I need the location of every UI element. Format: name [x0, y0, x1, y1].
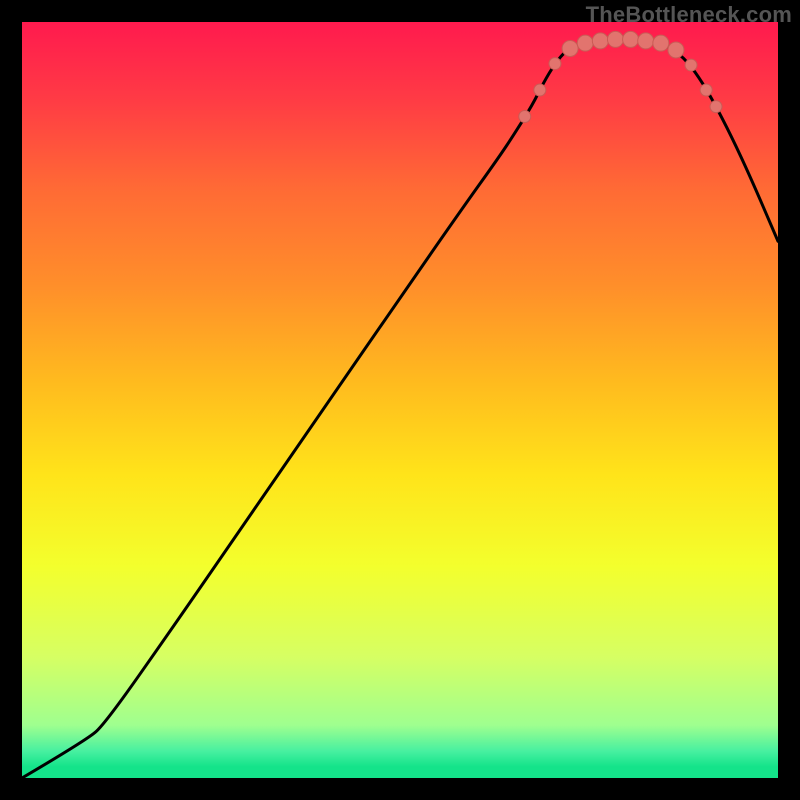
curve-marker — [653, 35, 669, 51]
curve-marker — [577, 35, 593, 51]
curve-marker — [534, 84, 546, 96]
curve-marker — [638, 33, 654, 49]
chart-frame: TheBottleneck.com — [0, 0, 800, 800]
curve-marker — [607, 31, 623, 47]
curve-marker — [562, 40, 578, 56]
curve-marker — [549, 58, 561, 70]
chart-svg — [22, 22, 778, 778]
curve-marker — [700, 84, 712, 96]
curve-marker — [710, 101, 722, 113]
curve-marker — [623, 31, 639, 47]
curve-marker — [685, 59, 697, 71]
curve-marker — [668, 42, 684, 58]
curve-marker — [519, 111, 531, 123]
plot-area — [22, 22, 778, 778]
curve-marker — [592, 33, 608, 49]
gradient-background — [22, 22, 778, 778]
